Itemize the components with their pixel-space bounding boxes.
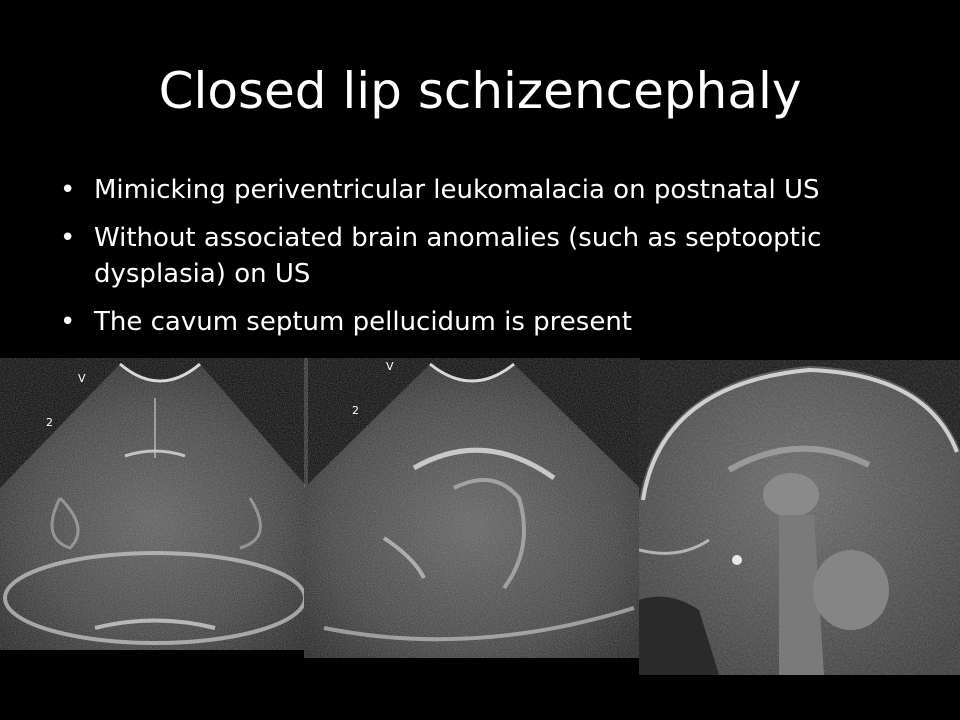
- ultrasound-marker-v: V: [78, 372, 86, 385]
- bullet-item: • Without associated brain anomalies (su…: [60, 220, 940, 292]
- ultrasound-marker-v: V: [386, 360, 394, 373]
- ultrasound-coronal-graphic: [0, 362, 308, 650]
- bullet-glyph: •: [60, 223, 76, 253]
- ultrasound-coronal-image: V 2: [0, 358, 308, 650]
- bullet-list: • Mimicking periventricular leukomalacia…: [60, 172, 940, 352]
- mri-sagittal-image: [639, 360, 960, 675]
- bullet-text: Without associated brain anomalies (such…: [94, 223, 822, 289]
- ultrasound-sagittal-graphic: [304, 362, 640, 658]
- ultrasound-depth-marker: 2: [46, 416, 53, 429]
- bullet-item: • The cavum septum pellucidum is present: [60, 304, 940, 340]
- slide-title: Closed lip schizencephaly: [158, 62, 802, 120]
- ultrasound-sagittal-image: V 2: [304, 358, 640, 658]
- bullet-glyph: •: [60, 307, 76, 337]
- bullet-text: Mimicking periventricular leukomalacia o…: [94, 175, 820, 205]
- mri-sagittal-graphic: [639, 360, 960, 675]
- bullet-glyph: •: [60, 175, 76, 205]
- bullet-text: The cavum septum pellucidum is present: [94, 307, 633, 337]
- bullet-item: • Mimicking periventricular leukomalacia…: [60, 172, 940, 208]
- ultrasound-depth-marker: 2: [352, 404, 359, 417]
